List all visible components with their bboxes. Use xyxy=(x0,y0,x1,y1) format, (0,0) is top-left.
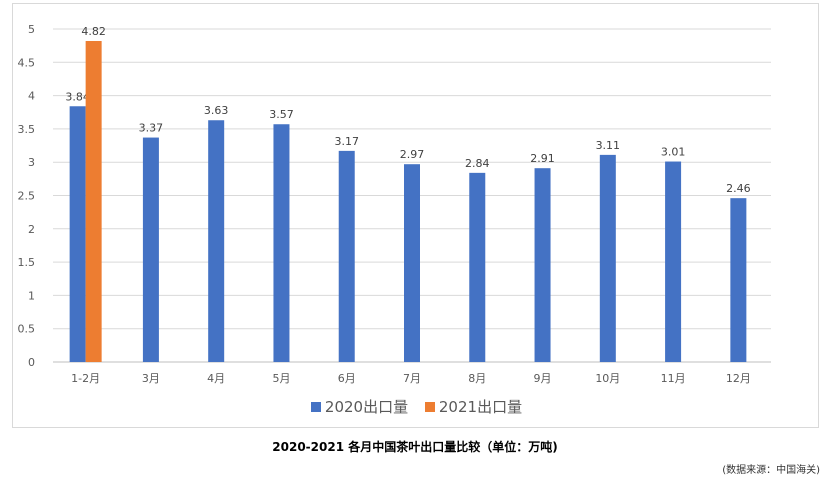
bar xyxy=(142,137,159,362)
x-tick-label: 10月 xyxy=(595,372,620,385)
y-tick-label: 1.5 xyxy=(18,256,36,269)
x-tick-label: 6月 xyxy=(338,372,356,385)
y-tick-label: 0 xyxy=(28,356,35,369)
bar xyxy=(469,172,486,362)
bar xyxy=(730,198,747,362)
y-tick-label: 1 xyxy=(28,289,35,302)
data-label: 2.97 xyxy=(400,148,425,161)
bar xyxy=(85,40,102,362)
bar xyxy=(534,168,551,362)
data-label: 3.11 xyxy=(596,139,621,152)
x-tick-label: 9月 xyxy=(534,372,552,385)
x-tick-label: 1-2月 xyxy=(71,372,100,385)
x-tick-label: 4月 xyxy=(207,372,225,385)
bar xyxy=(338,150,355,362)
y-tick-label: 2 xyxy=(28,223,35,236)
legend: 2020出口量 2021出口量 xyxy=(13,396,820,417)
chart-svg: 0 0.5 1 1.5 2 2.5 3 3.5 4 4.5 5 1-2月 3月 4月 5月 6月 7月 8月 9月 1… xyxy=(18,23,771,385)
chart-frame: 0 0.5 1 1.5 2 2.5 3 3.5 4 4.5 5 1-2月 3月 4月 5月 6月 7月 8月 9月 1… xyxy=(12,3,819,428)
data-label: 3.57 xyxy=(269,108,294,121)
y-tick-label: 3 xyxy=(28,156,35,169)
y-tick-label: 3.5 xyxy=(18,123,36,136)
x-tick-label: 8月 xyxy=(468,372,486,385)
bar xyxy=(665,161,682,362)
data-label: 3.17 xyxy=(334,135,359,148)
bar xyxy=(599,154,616,362)
data-label: 3.84 xyxy=(65,90,90,103)
chart-caption: 2020-2021 各月中国茶叶出口量比较（单位：万吨) xyxy=(272,440,558,454)
bar xyxy=(273,124,290,362)
x-tick-label: 5月 xyxy=(272,372,290,385)
legend-swatch-2020 xyxy=(310,401,321,412)
bar xyxy=(404,164,420,362)
x-tick-label: 3月 xyxy=(142,372,160,385)
y-tick-label: 4 xyxy=(28,90,35,103)
legend-label-2021: 2021出口量 xyxy=(438,398,523,416)
bar xyxy=(69,106,86,362)
x-tick-label: 11月 xyxy=(661,372,686,385)
legend-label-2020: 2020出口量 xyxy=(324,398,409,416)
y-tick-label: 2.5 xyxy=(18,190,36,203)
data-label: 2.46 xyxy=(726,182,751,195)
y-tick-label: 5 xyxy=(28,23,35,36)
data-label: 3.01 xyxy=(661,146,686,159)
data-source: (数据来源：中国海关) xyxy=(722,465,820,476)
data-label: 4.82 xyxy=(81,25,106,38)
data-label: 3.37 xyxy=(139,122,164,135)
data-label: 2.84 xyxy=(465,157,490,170)
x-tick-label: 12月 xyxy=(726,372,751,385)
legend-swatch-2021 xyxy=(424,401,435,412)
legend-item-2021: 2021出口量 xyxy=(424,396,523,417)
data-label: 2.91 xyxy=(530,152,555,165)
data-label: 3.63 xyxy=(204,104,229,117)
x-tick-label: 7月 xyxy=(403,372,421,385)
bar xyxy=(208,120,225,362)
legend-item-2020: 2020出口量 xyxy=(310,396,409,417)
y-tick-label: 0.5 xyxy=(18,323,36,336)
y-tick-label: 4.5 xyxy=(18,56,36,69)
